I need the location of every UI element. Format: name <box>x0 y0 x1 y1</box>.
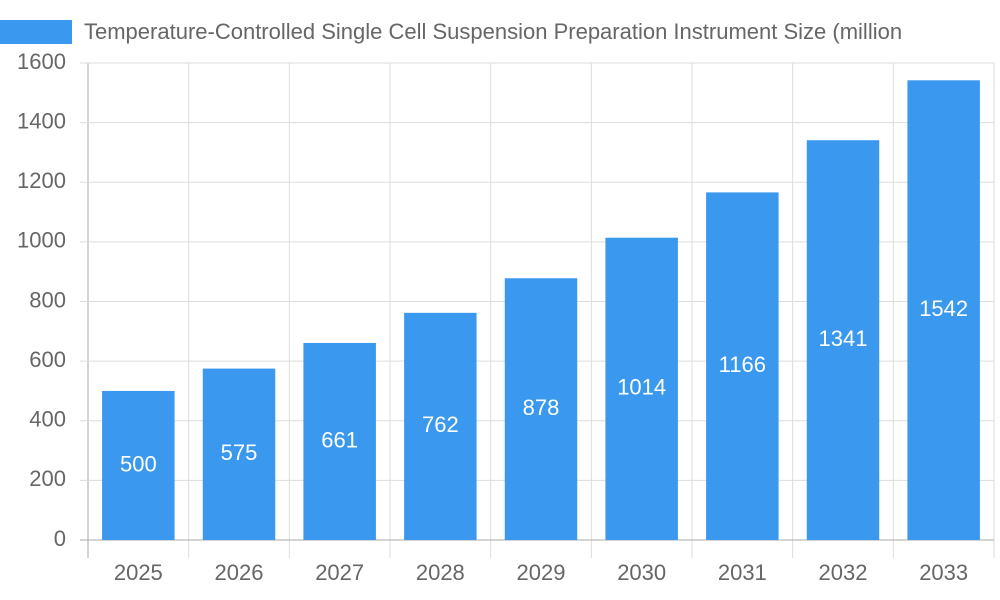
y-tick-label: 800 <box>29 287 66 312</box>
bar <box>907 80 980 540</box>
x-tick-label: 2025 <box>114 560 163 585</box>
legend-label: Temperature-Controlled Single Cell Suspe… <box>84 19 902 44</box>
value-label: 878 <box>523 395 560 420</box>
x-tick-label: 2028 <box>416 560 465 585</box>
y-tick-label: 200 <box>29 466 66 491</box>
value-label: 575 <box>221 440 258 465</box>
y-tick-label: 1200 <box>17 168 66 193</box>
x-tick-label: 2026 <box>215 560 264 585</box>
bar <box>605 237 678 541</box>
y-tick-label: 1000 <box>17 228 66 253</box>
value-label: 500 <box>120 451 157 476</box>
y-tick-label: 600 <box>29 347 66 372</box>
bar <box>504 278 578 540</box>
bar <box>303 342 376 540</box>
bar <box>102 390 175 540</box>
x-tick-label: 2033 <box>919 560 968 585</box>
y-tick-label: 0 <box>54 526 66 551</box>
y-tick-label: 400 <box>29 407 66 432</box>
value-label: 1166 <box>719 352 766 377</box>
bar <box>806 140 880 541</box>
bar <box>202 368 276 540</box>
value-label: 1014 <box>617 375 666 400</box>
x-tick-label: 2029 <box>517 560 566 585</box>
bar <box>404 312 477 540</box>
x-tick-label: 2030 <box>617 560 666 585</box>
bar <box>706 192 779 541</box>
value-label: 762 <box>422 412 459 437</box>
value-label: 661 <box>321 427 358 452</box>
x-tick-label: 2032 <box>819 560 868 585</box>
legend-swatch <box>0 20 72 44</box>
x-tick-label: 2027 <box>315 560 364 585</box>
y-tick-label: 1600 <box>17 49 66 74</box>
value-label: 1341 <box>819 326 868 351</box>
value-label: 1542 <box>919 296 968 321</box>
y-tick-label: 1400 <box>17 108 66 133</box>
x-tick-label: 2031 <box>718 560 767 585</box>
